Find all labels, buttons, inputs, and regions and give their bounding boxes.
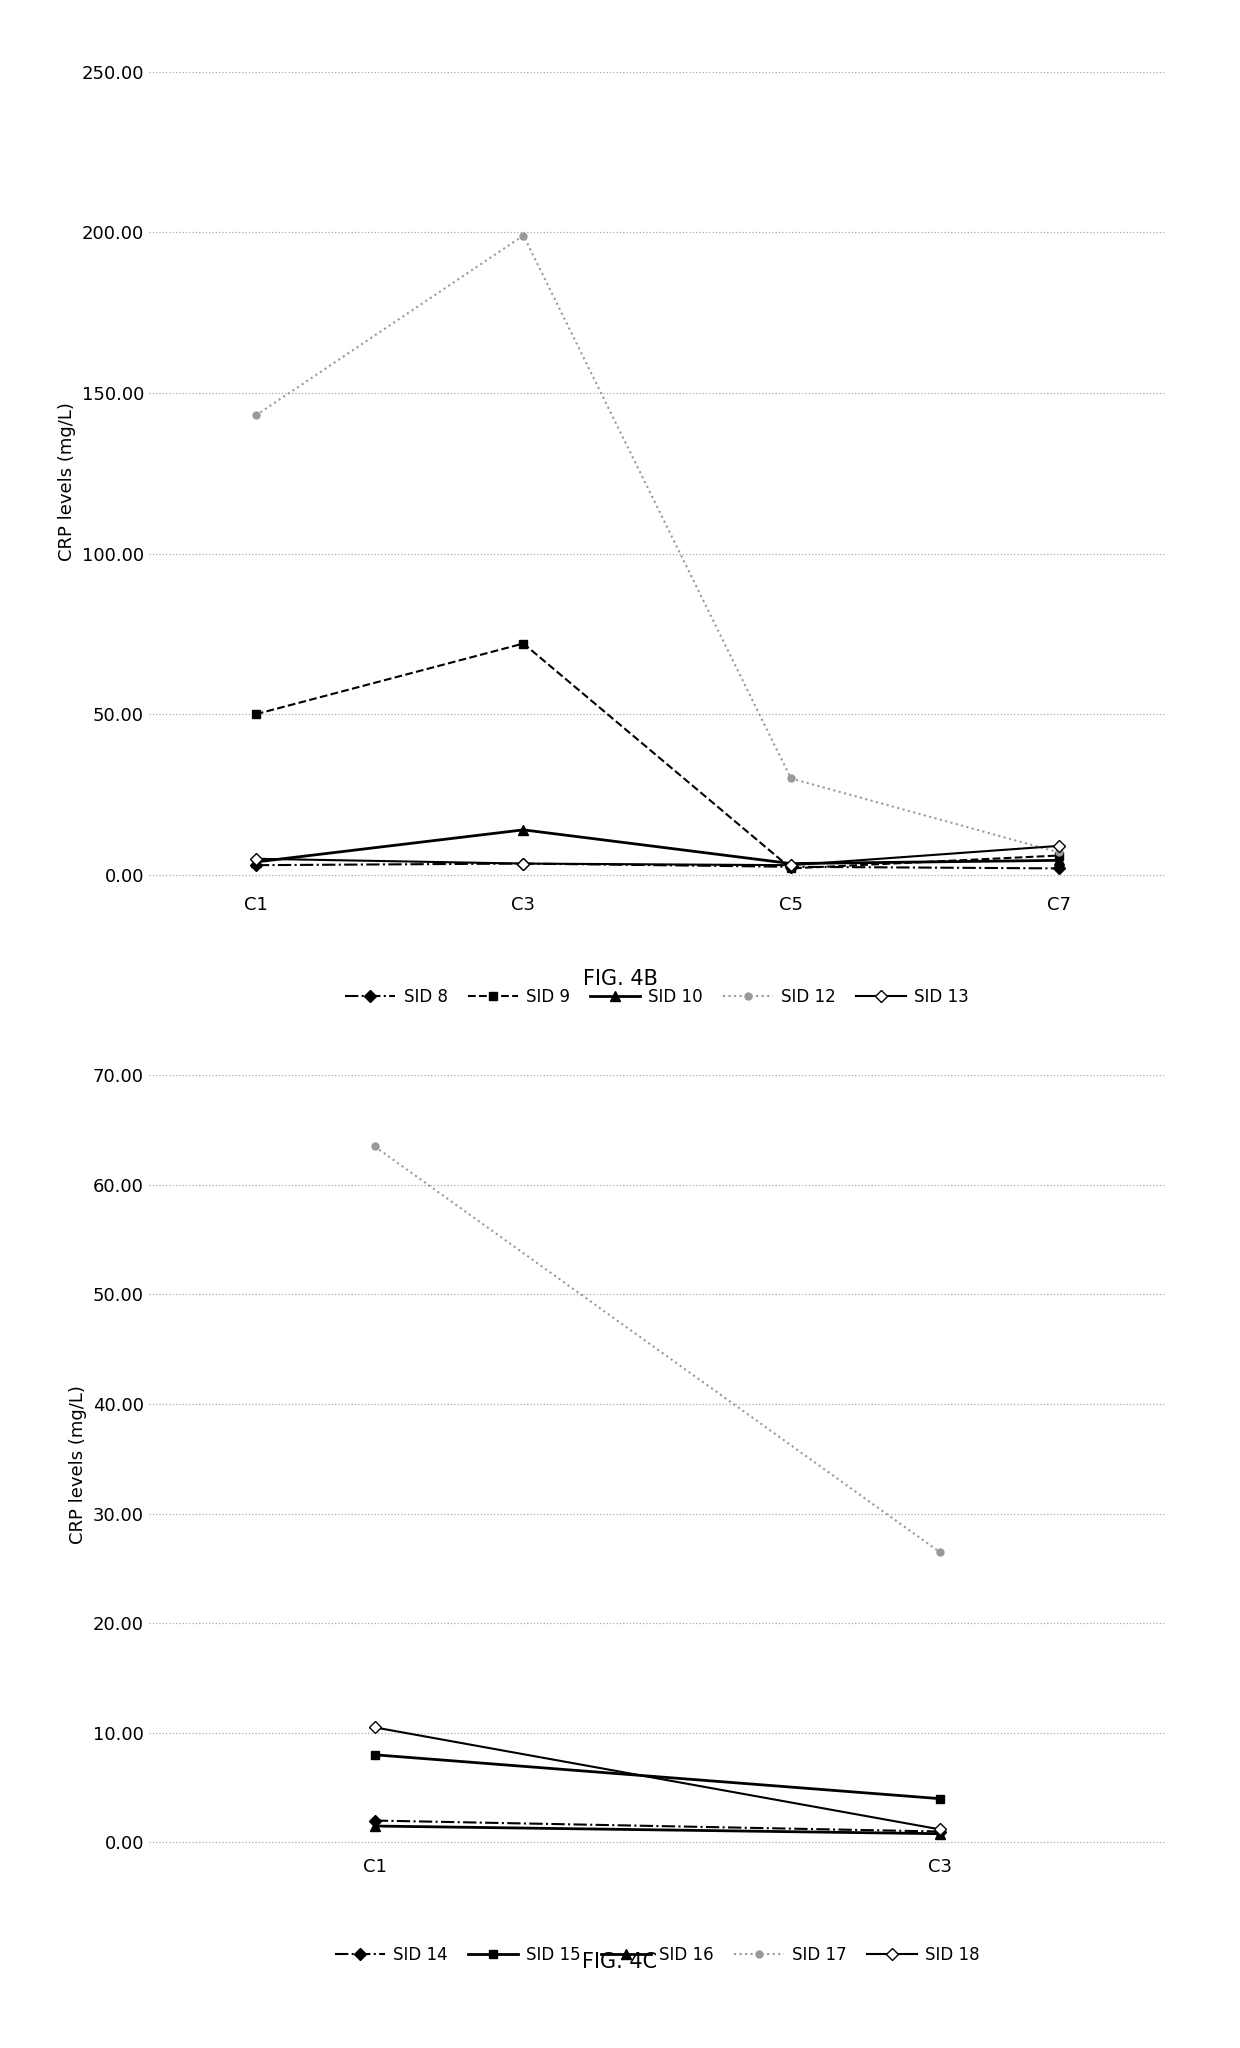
SID 8 <box>784 854 799 879</box>
SID 16 <box>367 1815 382 1839</box>
Line: SID 14: SID 14 <box>371 1817 944 1835</box>
Legend: SID 14, SID 15, SID 16, SID 17, SID 18: SID 14, SID 15, SID 16, SID 17, SID 18 <box>329 1939 986 1970</box>
SID 8 <box>516 852 531 877</box>
SID 18 <box>932 1817 947 1841</box>
Line: SID 15: SID 15 <box>371 1751 944 1802</box>
SID 13 <box>1052 834 1066 858</box>
SID 12 <box>784 766 799 791</box>
SID 18 <box>367 1714 382 1739</box>
Text: FIG. 4C: FIG. 4C <box>583 1952 657 1972</box>
Line: SID 9: SID 9 <box>252 639 1063 872</box>
Line: SID 18: SID 18 <box>371 1722 944 1833</box>
SID 10 <box>784 852 799 877</box>
SID 8 <box>248 852 263 877</box>
Line: SID 8: SID 8 <box>252 860 1063 872</box>
SID 16 <box>932 1821 947 1845</box>
Line: SID 17: SID 17 <box>371 1143 944 1556</box>
SID 12 <box>248 403 263 428</box>
SID 13 <box>248 846 263 870</box>
SID 10 <box>1052 848 1066 872</box>
SID 9 <box>1052 844 1066 868</box>
SID 13 <box>784 852 799 877</box>
Line: SID 13: SID 13 <box>252 842 1063 868</box>
Y-axis label: CRP levels (mg/L): CRP levels (mg/L) <box>58 401 76 561</box>
SID 17 <box>367 1135 382 1159</box>
Line: SID 16: SID 16 <box>370 1821 945 1839</box>
SID 9 <box>248 702 263 727</box>
SID 14 <box>932 1819 947 1843</box>
SID 13 <box>516 852 531 877</box>
Y-axis label: CRP levels (mg/L): CRP levels (mg/L) <box>69 1384 87 1544</box>
Text: FIG. 4B: FIG. 4B <box>583 969 657 989</box>
SID 9 <box>784 856 799 881</box>
SID 9 <box>516 631 531 655</box>
SID 14 <box>367 1808 382 1833</box>
SID 12 <box>1052 840 1066 864</box>
SID 8 <box>1052 856 1066 881</box>
SID 15 <box>932 1786 947 1810</box>
SID 17 <box>932 1540 947 1565</box>
SID 10 <box>516 817 531 842</box>
Line: SID 10: SID 10 <box>250 825 1064 868</box>
SID 15 <box>367 1743 382 1767</box>
Line: SID 12: SID 12 <box>253 231 1061 856</box>
SID 12 <box>516 223 531 248</box>
SID 10 <box>248 850 263 874</box>
Legend: SID 8, SID 9, SID 10, SID 12, SID 13: SID 8, SID 9, SID 10, SID 12, SID 13 <box>339 981 976 1012</box>
